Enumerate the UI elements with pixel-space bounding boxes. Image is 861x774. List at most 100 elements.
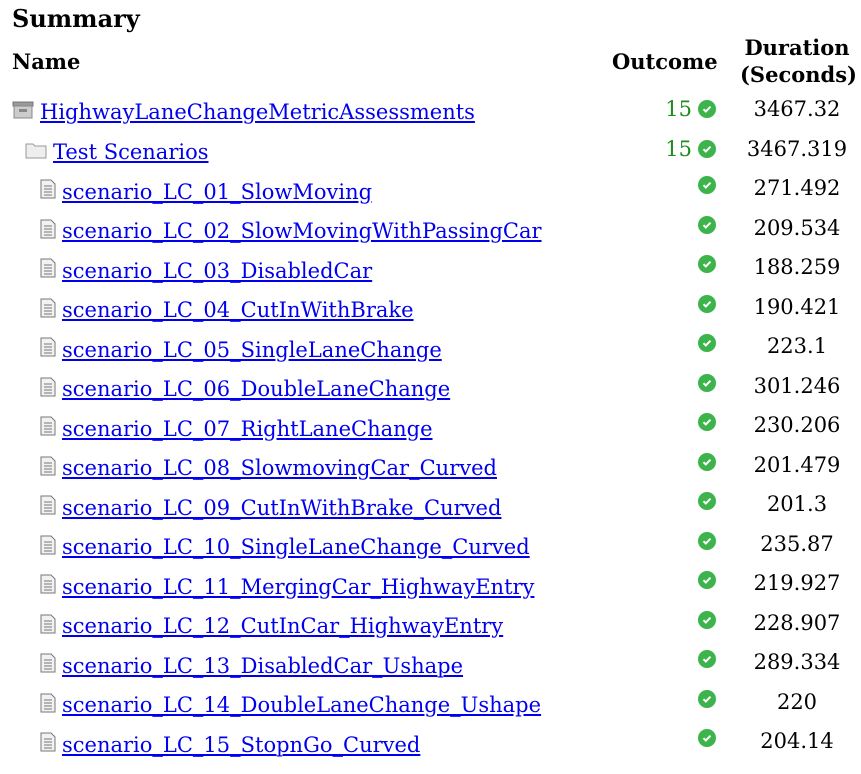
table-row: scenario_LC_13_DisabledCar_Ushape 289.33… <box>0 648 861 688</box>
row-link[interactable]: scenario_LC_05_SingleLaneChange <box>62 337 442 362</box>
table-row: scenario_LC_02_SlowMovingWithPassingCar … <box>0 214 861 254</box>
document-icon <box>40 456 56 481</box>
table-row: scenario_LC_05_SingleLaneChange 223.1 <box>0 332 861 372</box>
row-link[interactable]: scenario_LC_13_DisabledCar_Ushape <box>62 653 464 678</box>
row-outcome <box>698 413 716 431</box>
row-duration: 235.87 <box>760 531 834 556</box>
table-row: scenario_LC_14_DoubleLaneChange_Ushape 2… <box>0 688 861 728</box>
check-circle-icon <box>698 215 716 234</box>
document-icon <box>40 495 56 520</box>
row-outcome <box>698 531 716 550</box>
document-icon <box>40 179 56 204</box>
row-duration: 230.206 <box>753 413 841 437</box>
row-outcome <box>698 255 716 273</box>
table-row: scenario_LC_01_SlowMoving 271.492 <box>0 174 861 214</box>
table-row: HighwayLaneChangeMetricAssessments 15 34… <box>0 95 861 135</box>
row-link[interactable]: scenario_LC_15_StopnGo_Curved <box>62 732 421 757</box>
row-name-cell: scenario_LC_10_SingleLaneChange_Curved <box>40 535 530 560</box>
check-circle-icon <box>698 176 716 194</box>
table-row: scenario_LC_08_SlowmovingCar_Curved 201.… <box>0 451 861 491</box>
row-duration: 289.334 <box>753 650 841 674</box>
row-duration: 201.3 <box>766 492 828 516</box>
row-name-cell: HighwayLaneChangeMetricAssessments <box>12 100 475 124</box>
row-duration: 190.421 <box>753 294 841 319</box>
row-link[interactable]: scenario_LC_04_CutInWithBrake <box>62 298 414 322</box>
table-row: scenario_LC_07_RightLaneChange 230.206 <box>0 411 861 451</box>
row-duration: 209.534 <box>753 215 841 240</box>
row-name-cell: scenario_LC_08_SlowmovingCar_Curved <box>40 456 497 481</box>
row-outcome <box>698 610 716 629</box>
row-duration: 3467.319 <box>746 136 848 161</box>
table-row: scenario_LC_04_CutInWithBrake 190.421 <box>0 293 861 333</box>
check-circle-icon <box>698 413 716 431</box>
row-link[interactable]: scenario_LC_10_SingleLaneChange_Curved <box>62 535 530 559</box>
check-circle-icon <box>698 571 716 589</box>
row-link[interactable]: scenario_LC_02_SlowMovingWithPassingCar <box>62 219 542 243</box>
document-icon <box>40 693 56 718</box>
row-outcome <box>698 571 716 589</box>
document-icon <box>40 732 56 757</box>
row-outcome <box>698 492 716 510</box>
row-link[interactable]: scenario_LC_03_DisabledCar <box>62 258 373 283</box>
document-icon <box>40 377 56 402</box>
document-icon <box>40 614 56 639</box>
page-title: Summary <box>12 4 140 33</box>
row-link[interactable]: scenario_LC_14_DoubleLaneChange_Ushape <box>62 693 542 717</box>
table-row: Test Scenarios 15 3467.319 <box>0 135 861 175</box>
row-outcome <box>698 729 716 747</box>
row-name-cell: scenario_LC_02_SlowMovingWithPassingCar <box>40 219 542 244</box>
table-row: scenario_LC_10_SingleLaneChange_Curved 2… <box>0 530 861 570</box>
row-link[interactable]: scenario_LC_09_CutInWithBrake_Curved <box>62 495 502 520</box>
row-outcome <box>698 689 716 708</box>
row-outcome <box>698 215 716 234</box>
document-icon <box>40 258 56 283</box>
row-duration: 3467.32 <box>753 97 841 121</box>
row-link[interactable]: scenario_LC_07_RightLaneChange <box>62 416 433 441</box>
row-link[interactable]: HighwayLaneChangeMetricAssessments <box>40 100 475 124</box>
row-link[interactable]: scenario_LC_01_SlowMoving <box>62 179 373 204</box>
document-icon <box>40 653 56 678</box>
document-icon <box>40 535 56 560</box>
check-circle-icon <box>698 334 716 352</box>
archive-icon <box>12 100 34 124</box>
row-link[interactable]: scenario_LC_12_CutInCar_HighwayEntry <box>62 614 504 638</box>
row-name-cell: scenario_LC_03_DisabledCar <box>40 258 372 283</box>
check-circle-icon <box>698 294 716 313</box>
check-circle-icon <box>698 492 716 510</box>
row-outcome <box>698 452 716 471</box>
check-circle-icon <box>698 729 716 747</box>
row-duration: 188.259 <box>753 255 841 279</box>
name-column-header: Name <box>12 49 81 74</box>
document-icon <box>40 298 56 323</box>
row-name-cell: scenario_LC_06_DoubleLaneChange <box>40 377 450 402</box>
document-icon <box>40 219 56 244</box>
check-circle-icon <box>698 100 716 118</box>
duration-header-line1: Duration <box>744 35 850 60</box>
check-circle-icon <box>698 689 716 708</box>
check-circle-icon <box>698 610 716 629</box>
row-outcome <box>698 650 716 668</box>
row-name-cell: scenario_LC_07_RightLaneChange <box>40 416 433 441</box>
row-duration: 219.927 <box>753 571 841 595</box>
row-outcome <box>698 176 716 194</box>
row-name-cell: scenario_LC_12_CutInCar_HighwayEntry <box>40 614 503 639</box>
row-link[interactable]: scenario_LC_08_SlowmovingCar_Curved <box>62 456 497 480</box>
row-name-cell: scenario_LC_01_SlowMoving <box>40 179 372 204</box>
table-row: scenario_LC_15_StopnGo_Curved 204.14 <box>0 727 861 767</box>
row-link[interactable]: Test Scenarios <box>53 139 209 164</box>
row-outcome: 15 <box>665 97 716 121</box>
row-name-cell: scenario_LC_14_DoubleLaneChange_Ushape <box>40 693 541 718</box>
table-row: scenario_LC_09_CutInWithBrake_Curved 201… <box>0 490 861 530</box>
outcome-column-header: Outcome <box>612 49 718 74</box>
table-row: scenario_LC_06_DoubleLaneChange 301.246 <box>0 372 861 412</box>
check-circle-icon <box>698 139 716 158</box>
row-name-cell: scenario_LC_11_MergingCar_HighwayEntry <box>40 574 534 599</box>
row-name-cell: Test Scenarios <box>25 140 209 164</box>
row-link[interactable]: scenario_LC_06_DoubleLaneChange <box>62 377 451 401</box>
table-row: scenario_LC_11_MergingCar_HighwayEntry 2… <box>0 569 861 609</box>
check-circle-icon <box>698 452 716 471</box>
document-icon <box>40 574 56 599</box>
row-link[interactable]: scenario_LC_11_MergingCar_HighwayEntry <box>62 574 535 599</box>
row-name-cell: scenario_LC_09_CutInWithBrake_Curved <box>40 495 501 520</box>
pass-count: 15 <box>665 97 692 121</box>
